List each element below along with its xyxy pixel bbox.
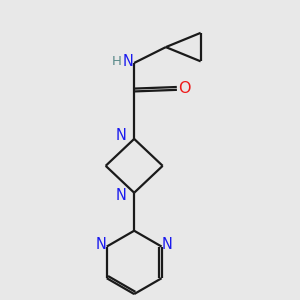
Text: O: O <box>178 81 191 96</box>
Text: N: N <box>96 238 106 253</box>
Text: N: N <box>162 238 173 253</box>
Text: H: H <box>112 56 122 68</box>
Text: N: N <box>116 188 127 203</box>
Text: N: N <box>116 128 127 143</box>
Text: N: N <box>122 55 133 70</box>
